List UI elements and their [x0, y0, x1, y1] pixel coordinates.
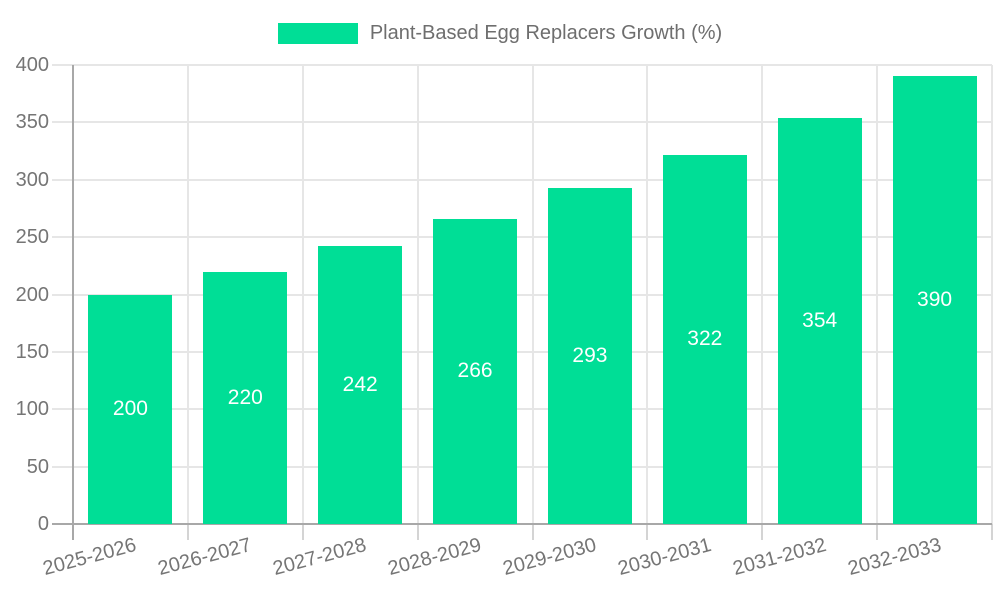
y-axis-tick-label: 300 [15, 168, 49, 191]
x-axis-tick-mark [991, 524, 993, 540]
y-gridline [52, 178, 992, 181]
bar-value-label: 390 [917, 288, 953, 312]
y-axis-tick-label: 0 [37, 513, 49, 535]
x-gridline [991, 65, 993, 524]
y-axis-tick-label: 250 [15, 226, 49, 249]
bar[interactable]: 293 [547, 187, 632, 524]
x-axis-tick-mark [416, 524, 419, 540]
x-axis-line [52, 523, 992, 525]
x-gridline [646, 65, 649, 524]
x-gridline [531, 65, 534, 524]
x-axis-tick-mark [876, 524, 879, 540]
x-axis-tick-mark [761, 524, 764, 540]
bar[interactable]: 242 [318, 246, 403, 524]
bar[interactable]: 220 [203, 271, 288, 524]
x-gridline [876, 65, 879, 524]
x-axis-tick-mark [646, 524, 649, 540]
x-axis-tick-mark [186, 524, 189, 540]
legend-label: Plant-Based Egg Replacers Growth (%) [369, 22, 723, 44]
y-gridline [52, 408, 992, 411]
y-axis-tick-label: 350 [15, 111, 49, 134]
bar[interactable]: 354 [777, 117, 862, 524]
bar-value-label: 293 [572, 343, 608, 367]
y-gridline [52, 350, 992, 353]
y-gridline [52, 64, 992, 66]
bar-value-label: 322 [687, 327, 723, 351]
x-gridline [186, 65, 189, 524]
x-gridline [301, 65, 304, 524]
bar[interactable]: 266 [433, 218, 518, 524]
bar-value-label: 220 [227, 385, 263, 409]
x-gridline [416, 65, 419, 524]
x-axis-tick-mark [531, 524, 534, 540]
y-gridline [52, 293, 992, 296]
legend[interactable]: Plant-Based Egg Replacers Growth (%) [0, 22, 1000, 45]
legend-swatch [277, 23, 358, 44]
y-axis-tick-label: 150 [15, 340, 49, 363]
y-axis-line [72, 65, 74, 540]
bar-value-label: 242 [342, 373, 378, 397]
bar[interactable]: 390 [892, 76, 977, 524]
x-gridline [761, 65, 764, 524]
bar[interactable]: 322 [662, 154, 747, 524]
bar[interactable]: 200 [88, 294, 173, 524]
bar-value-label: 200 [112, 397, 148, 421]
y-gridline [52, 236, 992, 239]
bar-value-label: 354 [802, 308, 838, 332]
y-gridline [52, 465, 992, 468]
y-axis-tick-label: 400 [15, 54, 49, 76]
y-axis-tick-label: 50 [26, 455, 49, 478]
x-axis-tick-mark [301, 524, 304, 540]
y-gridline [52, 121, 992, 124]
y-axis-tick-label: 200 [15, 283, 49, 306]
y-axis-tick-label: 100 [15, 398, 49, 421]
bar-value-label: 266 [457, 359, 493, 383]
